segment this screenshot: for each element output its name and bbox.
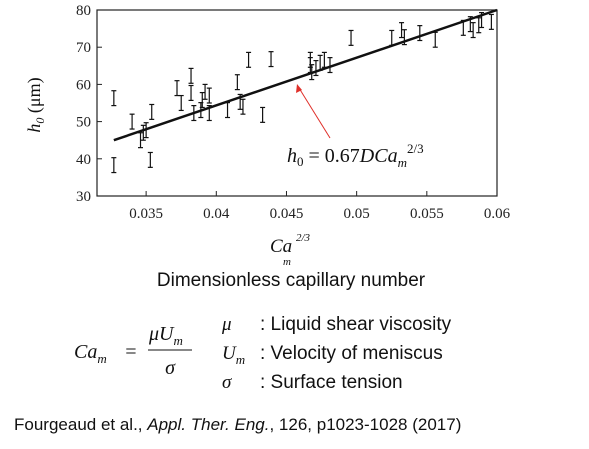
formula-part: m xyxy=(97,351,106,366)
error-bar xyxy=(111,157,117,174)
ann-part: = 0.67 xyxy=(304,145,360,167)
error-bar xyxy=(129,113,135,130)
y-tick-label: 40 xyxy=(76,152,91,168)
citation: Fourgeaud et al., Appl. Ther. Eng., 126,… xyxy=(14,415,461,434)
y-label-sub: 0 xyxy=(33,118,47,124)
y-tick-label: 80 xyxy=(76,3,91,19)
error-bar xyxy=(240,98,246,115)
x-label-main: Ca xyxy=(270,236,292,257)
error-bar xyxy=(149,103,155,120)
definition-symbol: σ xyxy=(222,372,232,393)
definition-text: : Surface tension xyxy=(260,372,403,393)
error-bar xyxy=(206,87,212,104)
formula-denominator: σ xyxy=(165,357,176,379)
error-bar xyxy=(188,67,194,84)
x-tick-label: 0.05 xyxy=(344,206,370,222)
error-bar xyxy=(111,90,117,107)
x-tick-label: 0.035 xyxy=(129,206,163,222)
error-bar xyxy=(199,91,205,109)
y-tick-label: 70 xyxy=(76,40,91,56)
error-bar xyxy=(225,102,231,119)
y-tick-label: 50 xyxy=(76,115,91,131)
symbol-main: U xyxy=(222,343,237,364)
x-label-sup: 2/3 xyxy=(296,232,311,244)
annotation-arrow xyxy=(298,87,331,139)
symbol-main: μ xyxy=(221,314,232,335)
definition-symbol: Um xyxy=(222,343,245,367)
ann-part: DCa xyxy=(359,145,398,167)
formula-part: m xyxy=(173,333,182,348)
x-label-sub: m xyxy=(283,256,291,268)
error-bar xyxy=(327,57,333,74)
error-bar xyxy=(178,94,184,112)
error-bar xyxy=(234,74,240,91)
error-bar xyxy=(317,54,323,71)
error-bar xyxy=(488,13,494,30)
error-bar xyxy=(348,29,354,46)
y-axis-label: h0 (μm) xyxy=(24,77,47,132)
error-bar xyxy=(389,29,395,46)
x-tick-label: 0.06 xyxy=(484,206,511,222)
definition-symbol: μ xyxy=(221,314,232,335)
error-bar xyxy=(399,22,405,39)
error-bar xyxy=(202,83,208,100)
error-bar xyxy=(432,31,438,48)
citation-part: Fourgeaud et al., xyxy=(14,415,147,434)
error-bar xyxy=(321,51,327,68)
formula-lhs: Cam xyxy=(74,341,107,366)
y-label-unit: (μm) xyxy=(24,77,45,117)
error-bar xyxy=(174,80,180,97)
ann-part: h xyxy=(287,145,297,167)
definition-text: : Velocity of meniscus xyxy=(260,343,443,364)
definitions: μ : Liquid shear viscosity Um : Velocity of… xyxy=(221,314,452,393)
plot-frame xyxy=(96,9,498,197)
formula-part: μU xyxy=(148,323,175,345)
error-bar xyxy=(470,22,476,39)
x-tick-label: 0.04 xyxy=(203,206,230,222)
ann-part: m xyxy=(398,155,407,170)
ann-part: 0 xyxy=(297,154,304,169)
annotation-arrowhead xyxy=(296,84,302,93)
annotation: h0 = 0.67DCam2/3 xyxy=(287,141,424,170)
error-bar xyxy=(246,51,252,68)
citation-part: , 126, p1023-1028 (2017) xyxy=(269,415,461,434)
symbol-sub: m xyxy=(236,352,245,367)
formula-part: Ca xyxy=(74,341,97,363)
x-tick-label: 0.055 xyxy=(410,206,444,222)
y-tick-label: 30 xyxy=(76,189,91,205)
error-bar xyxy=(268,51,274,68)
y-label-main: h xyxy=(24,124,44,133)
error-bar xyxy=(140,124,146,141)
ann-part: 2/3 xyxy=(407,141,424,156)
error-bar xyxy=(476,17,482,34)
fit-line xyxy=(113,8,498,142)
y-tick-label: 60 xyxy=(76,77,91,93)
formula-numerator: μUm xyxy=(148,323,183,348)
citation-part: Appl. Ther. Eng. xyxy=(146,415,269,434)
x-tick-label: 0.045 xyxy=(270,206,304,222)
definition-text: : Liquid shear viscosity xyxy=(260,314,452,335)
error-bar xyxy=(147,151,153,168)
formula-equals: = xyxy=(124,341,138,363)
caption: Dimensionless capillary number xyxy=(157,270,426,291)
x-axis-label: Ca xyxy=(270,236,292,257)
error-bar xyxy=(313,59,319,77)
error-bar xyxy=(188,84,194,101)
symbol-main: σ xyxy=(222,372,232,393)
error-bar xyxy=(417,25,423,42)
error-bar xyxy=(260,106,266,123)
